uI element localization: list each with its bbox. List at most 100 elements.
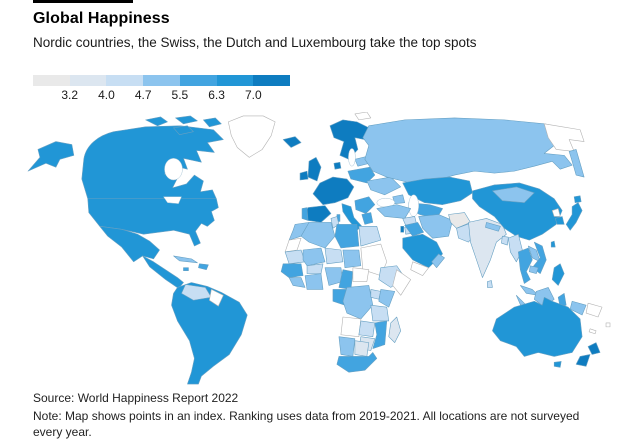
region-canada-arctic-island [145,116,168,127]
region-india [468,218,507,278]
region-fiji [605,322,611,328]
region-sri-lanka [487,280,493,288]
baltic-sea [348,148,356,167]
legend-bar: 3.2 4.0 4.7 5.5 6.3 7.0 [33,75,291,102]
region-usa [87,198,219,247]
region-svalbard [354,112,372,121]
region-iceland [282,136,302,148]
region-israel [400,226,405,233]
region-canada-arctic-island [203,117,222,128]
region-canada-arctic-island [175,115,198,125]
world-map [27,112,611,385]
region-ivory-coast-ghana [304,273,324,290]
region-central-europe [347,166,376,184]
region-nepal [485,222,501,232]
legend-threshold-label: 7.0 [244,88,262,102]
region-bangladesh [501,235,509,246]
region-central-america [142,255,184,289]
note-line: Note: Map shows points in an index. Rank… [33,408,580,440]
region-guyanas [209,289,224,307]
region-mali [302,247,326,267]
region-australia [492,296,583,357]
region-canada-arctic-island [173,125,194,135]
legend-swatch [253,75,291,86]
region-japan-hokkaido [573,195,582,203]
source-line: Source: World Happiness Report 2022 [33,391,239,405]
region-cuba [173,255,198,264]
region-somalia [392,269,411,296]
region-tasmania [553,361,562,368]
region-ireland [299,170,309,181]
region-mozambique [372,320,388,349]
region-ukraine-romania [366,176,402,196]
legend-swatch: 7.0 [216,75,262,102]
region-hispaniola [198,263,209,270]
region-namibia [338,336,356,357]
region-greenland [228,115,276,158]
region-spain [304,205,332,223]
legend-swatch: 4.7 [106,75,152,102]
region-botswana [354,340,370,357]
region-libya [334,224,360,249]
region-senegal-guinea [280,263,304,278]
region-iraq [404,222,424,237]
region-mauritania [284,249,306,265]
region-thailand [518,247,533,284]
legend-swatch: 6.3 [179,75,225,102]
legend-swatch: 3.2 [33,75,78,102]
region-chad [342,249,362,269]
region-tanzania [370,304,390,322]
region-japan [565,202,583,231]
caspian-sea [408,194,419,217]
region-greece [361,212,374,225]
region-canada [81,125,224,200]
region-papua-new-guinea [585,302,603,318]
legend-threshold-label: 5.5 [171,88,189,102]
region-turkey [376,204,411,219]
hudson-bay [164,158,183,181]
region-oman [431,253,445,269]
region-iran [418,214,453,239]
region-balkans [354,196,376,214]
chart-subtitle: Nordic countries, the Swiss, the Dutch a… [33,35,477,50]
region-kenya [378,289,396,308]
region-mongolia [492,186,535,203]
region-kamchatka [568,149,585,178]
region-sierra-leone-liberia [288,277,306,288]
region-dr-congo [342,285,374,320]
map-container [26,112,640,386]
region-south-america [171,282,248,385]
topic-accent-bar [33,0,133,3]
region-taiwan [550,240,556,248]
great-lakes [163,196,182,204]
region-vietnam [531,241,547,274]
region-western-sahara [284,237,302,253]
chart-title: Global Happiness [33,10,170,27]
legend-threshold-label: 4.7 [134,88,152,102]
region-venezuela [181,284,212,301]
region-jamaica [183,267,189,271]
region-central-african-republic [352,267,370,282]
legend-threshold-label: 4.0 [98,88,115,102]
region-scandinavia [329,119,370,160]
region-new-zealand-north [587,342,601,355]
legend-threshold-label: 3.2 [61,88,79,102]
region-new-caledonia [588,328,597,335]
region-chukotka [543,123,585,152]
region-north-korea [551,208,561,217]
region-new-zealand-south [575,354,591,367]
region-indonesia-papua [569,300,587,316]
region-afghanistan [448,212,471,229]
color-legend: 3.2 4.0 4.7 5.5 6.3 7.0 [33,75,291,104]
region-yemen [410,261,429,276]
region-zambia [358,320,376,338]
region-south-africa [336,352,378,373]
region-south-korea [554,216,565,225]
region-niger [324,247,344,265]
region-uganda [370,289,382,300]
region-madagascar [388,316,402,343]
region-china [472,182,563,241]
region-denmark [333,161,342,170]
legend-swatch: 5.5 [143,75,188,102]
region-egypt [358,226,382,247]
